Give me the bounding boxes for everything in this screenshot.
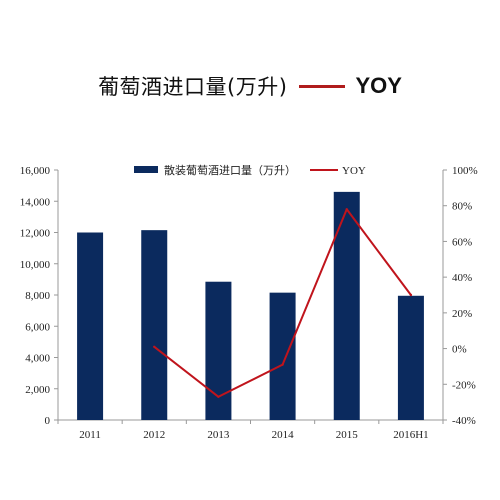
left-tick-label: 0 [45, 415, 51, 427]
left-tick-label: 16,000 [20, 165, 51, 177]
yoy-legend-line-icon [299, 84, 346, 88]
bar-2015 [333, 191, 360, 420]
yoy-point-2013 [217, 395, 220, 398]
legend-bar-label: 散装葡萄酒进口量（万升） [164, 163, 296, 177]
bar-2013 [205, 281, 232, 420]
yoy-legend-label: YOY [355, 73, 402, 98]
right-tick-label: 60% [452, 236, 472, 248]
x-tick-label: 2015 [336, 429, 359, 441]
left-tick-label: 14,000 [20, 196, 51, 208]
left-tick-label: 6,000 [25, 321, 50, 333]
bar-2011 [77, 232, 104, 420]
bar-2016H1 [397, 295, 424, 420]
bar-line-chart: 0 2,000 4,000 6,000 8,000 10,000 12,000 14,000 1… [20, 163, 478, 441]
right-tick-label: -40% [452, 415, 476, 427]
right-tick-label: 100% [452, 165, 478, 177]
bar-2012 [141, 230, 168, 420]
bar-2014 [269, 292, 296, 420]
left-tick-label: 8,000 [25, 290, 50, 302]
right-tick-label: 80% [452, 201, 472, 213]
yoy-point-2016H1 [409, 293, 413, 297]
x-tick-label: 2014 [272, 429, 295, 441]
chart-header: 葡萄酒进口量(万升) YOY [0, 66, 500, 106]
x-tick-label: 2016H1 [393, 429, 428, 441]
left-tick-label: 10,000 [20, 259, 51, 271]
left-tick-label: 2,000 [25, 384, 50, 396]
left-tick-label: 12,000 [20, 228, 51, 240]
right-tick-label: 0% [452, 344, 467, 356]
legend-bar-swatch [134, 166, 158, 173]
x-tick-label: 2013 [207, 429, 230, 441]
x-tick-label: 2011 [79, 429, 101, 441]
right-tick-label: 40% [452, 272, 472, 284]
yoy-point-2012 [153, 345, 156, 348]
left-tick-label: 4,000 [25, 353, 50, 365]
chart-title: 葡萄酒进口量(万升) [98, 75, 288, 99]
right-tick-label: 20% [452, 308, 472, 320]
yoy-point-2015 [345, 208, 348, 211]
legend-line-label: YOY [342, 165, 366, 177]
x-tick-label: 2012 [143, 429, 165, 441]
yoy-point-2014 [281, 363, 284, 366]
right-tick-label: -20% [452, 379, 476, 391]
